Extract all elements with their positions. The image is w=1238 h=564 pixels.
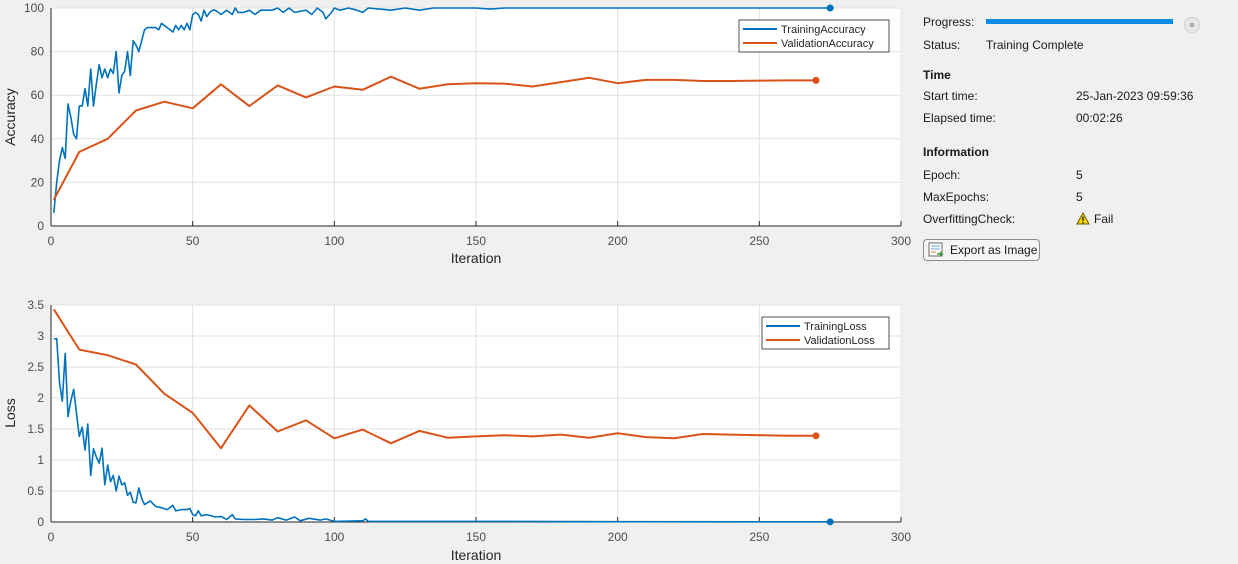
elapsed-time-value: 00:02:26 [1076,111,1123,125]
y-axis-label: Loss [2,398,18,428]
start-time-value: 25-Jan-2023 09:59:36 [1076,89,1194,103]
y-tick-label: 0 [37,219,44,233]
progress-fill [986,19,1173,24]
accuracy-chart: 0 50 100 150 200 250 300 0 20 40 60 80 100 Iteration A… [2,1,911,266]
epoch-value: 5 [1076,168,1083,182]
maxepochs-label: MaxEpochs: [923,190,990,204]
export-as-image-button[interactable]: Export as Image [923,239,1040,261]
x-tick-label: 200 [608,234,628,248]
overfitting-value: Fail [1076,212,1113,226]
x-tick-label: 200 [608,530,628,544]
x-tick-label: 250 [749,234,769,248]
legend-entry: TrainingLoss [804,321,867,333]
status-value: Training Complete [986,38,1084,52]
final-point-marker [812,432,820,440]
y-tick-label: 3 [37,329,44,343]
x-tick-label: 100 [324,530,344,544]
y-tick-label: 1.5 [27,422,44,436]
x-axis-label: Iteration [451,547,502,563]
epoch-label: Epoch: [923,168,961,182]
series-line-TrainingAccuracy [53,7,831,213]
x-tick-label: 100 [324,234,344,248]
y-tick-label: 60 [31,88,45,102]
y-tick-label: 2.5 [27,360,44,374]
x-tick-label: 150 [466,530,486,544]
stop-button[interactable] [1184,17,1200,33]
legend [761,316,890,350]
legend-entry: TrainingAccuracy [781,24,866,36]
y-tick-label: 3.5 [27,298,44,312]
y-tick-label: 0.5 [27,484,44,498]
overfitting-label: OverfittingCheck: [923,212,1016,226]
start-time-label: Start time: [923,89,978,103]
time-heading: Time [923,68,951,82]
y-tick-label: 20 [31,175,45,189]
warning-icon [1076,212,1090,225]
legend [738,19,890,53]
x-tick-label: 0 [48,530,55,544]
series-line-TrainingLoss [53,337,831,523]
export-image-icon [928,242,944,257]
export-label: Export as Image [950,243,1038,257]
x-axis-label: Iteration [451,250,502,266]
x-tick-label: 50 [186,530,200,544]
x-tick-label: 50 [186,234,200,248]
legend-entry: ValidationLoss [804,335,875,347]
progress-bar [986,19,1173,24]
loss-chart: 0 50 100 150 200 250 300 0 0.5 1 1.5 2 2.5 3 3.5 Iterat… [2,298,911,563]
y-tick-label: 0 [37,515,44,529]
final-point-marker [826,4,834,12]
progress-label: Progress: [923,15,975,29]
y-tick-label: 100 [24,1,44,15]
y-tick-label: 2 [37,391,44,405]
series-line-ValidationLoss [52,308,816,450]
y-axis-label: Accuracy [2,88,18,146]
maxepochs-value: 5 [1076,190,1083,204]
series-line-ValidationAccuracy [52,75,816,201]
x-tick-label: 150 [466,234,486,248]
information-heading: Information [923,145,989,159]
final-point-marker [826,518,834,526]
legend-entry: ValidationAccuracy [781,38,874,50]
elapsed-time-label: Elapsed time: [923,111,996,125]
x-tick-label: 300 [891,234,911,248]
x-tick-label: 0 [48,234,55,248]
overfitting-result: Fail [1094,212,1114,226]
final-point-marker [812,76,820,84]
y-tick-label: 40 [31,132,45,146]
y-tick-label: 80 [31,45,45,59]
status-label: Status: [923,38,961,52]
x-tick-label: 300 [891,530,911,544]
y-tick-label: 1 [37,453,44,467]
stop-icon [1190,23,1194,27]
x-tick-label: 250 [749,530,769,544]
